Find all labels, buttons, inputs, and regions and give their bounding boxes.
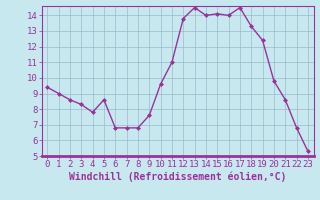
X-axis label: Windchill (Refroidissement éolien,°C): Windchill (Refroidissement éolien,°C) <box>69 172 286 182</box>
